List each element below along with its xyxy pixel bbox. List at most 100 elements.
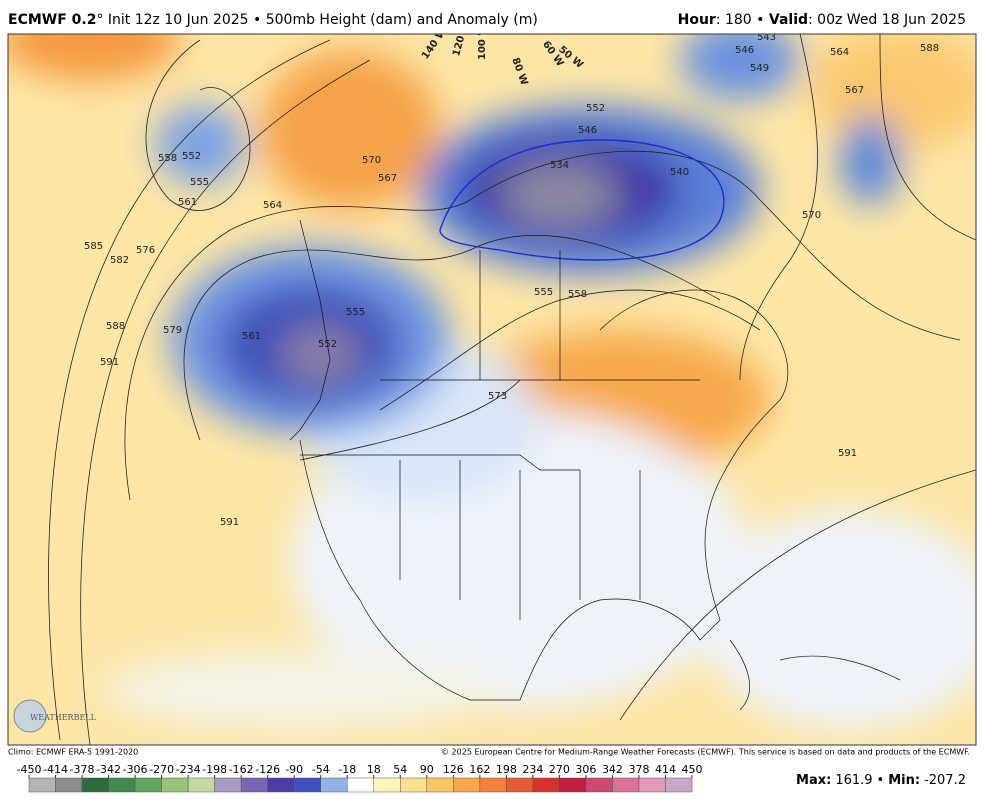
contour-label: 555 — [190, 177, 209, 188]
colorbar-swatch — [81, 777, 109, 793]
colorbar-swatch — [161, 777, 189, 793]
map-border — [7, 33, 977, 746]
colorbar-label: 270 — [549, 763, 570, 776]
colorbar-label: 18 — [367, 763, 381, 776]
colorbar-swatch — [373, 777, 401, 793]
contour-label: 561 — [242, 331, 261, 342]
copyright: © 2025 European Centre for Medium-Range … — [441, 748, 970, 757]
colorbar-label: -450 — [17, 763, 42, 776]
hour-value: : 180 • — [716, 12, 769, 28]
contour-label: 588 — [106, 321, 125, 332]
colorbar-swatch — [453, 777, 481, 793]
valid-label: Valid — [769, 12, 808, 28]
max-min: Max: 161.9 • Min: -207.2 — [796, 773, 966, 788]
colorbar-swatch — [559, 777, 587, 793]
colorbar-swatch — [400, 777, 428, 793]
contour-label: 588 — [920, 43, 939, 54]
colorbar-label: -414 — [43, 763, 68, 776]
colorbar-label: -378 — [70, 763, 95, 776]
colorbar-label: 378 — [628, 763, 649, 776]
min-label: Min: — [888, 773, 920, 788]
colorbar-label: -234 — [176, 763, 201, 776]
contour-label: 570 — [802, 210, 821, 221]
colorbar-swatch — [267, 777, 295, 793]
model: ECMWF 0.2 — [8, 12, 96, 28]
colorbar-swatch — [187, 777, 215, 793]
colorbar-swatch — [293, 777, 321, 793]
colorbar-swatch — [479, 777, 507, 793]
header-left: ECMWF 0.2° Init 12z 10 Jun 2025 • 500mb … — [8, 12, 538, 28]
contour-label: 552 — [182, 151, 201, 162]
valid-value: : 00z Wed 18 Jun 2025 — [808, 12, 966, 28]
contour-label: 534 — [550, 160, 569, 171]
contour-label: 567 — [378, 173, 397, 184]
colorbar-label: -270 — [149, 763, 174, 776]
logo: WEATHERBELL — [30, 713, 97, 722]
colorbar-swatch — [665, 777, 693, 793]
min-value: -207.2 — [924, 773, 966, 788]
colorbar-label: 126 — [443, 763, 464, 776]
colorbar-label: -18 — [338, 763, 356, 776]
colorbar-label: -342 — [96, 763, 121, 776]
contour-label: 564 — [830, 47, 849, 58]
colorbar-swatch — [346, 777, 375, 793]
contour-label: 591 — [838, 448, 857, 459]
colorbar-label: 306 — [575, 763, 596, 776]
coastlines — [289, 219, 901, 711]
contour-label: 546 — [735, 45, 754, 56]
colorbar-swatch — [240, 777, 268, 793]
separator: • — [877, 773, 885, 788]
climo: Climo: ECMWF ERA-5 1991-2020 — [8, 748, 138, 757]
colorbar-label: 54 — [393, 763, 407, 776]
contour-label: 570 — [362, 155, 381, 166]
contour-label: 555 — [534, 287, 553, 298]
contour-label: 552 — [318, 339, 337, 350]
contour-label: 558 — [568, 289, 587, 300]
colorbar-swatch — [585, 777, 613, 793]
colorbar-label: 198 — [496, 763, 517, 776]
hour-label: Hour — [678, 12, 716, 28]
contour-label: 555 — [346, 307, 365, 318]
colorbar-swatch — [426, 777, 454, 793]
contour-label: 540 — [670, 167, 689, 178]
colorbar-swatch — [28, 777, 56, 793]
colorbar-label: -126 — [255, 763, 280, 776]
colorbar-label: 162 — [469, 763, 490, 776]
contour-label: 591 — [220, 517, 239, 528]
colorbar-label: 342 — [602, 763, 623, 776]
colorbar-swatch — [612, 777, 640, 793]
description: ° Init 12z 10 Jun 2025 • 500mb Height (d… — [96, 12, 537, 28]
colorbar-swatch — [506, 777, 534, 793]
contour-label: 549 — [750, 63, 769, 74]
colorbar-label: 450 — [682, 763, 703, 776]
colorbar-swatch — [108, 777, 136, 793]
colorbar-label: -54 — [312, 763, 330, 776]
colorbar-swatch — [55, 777, 83, 793]
map: 591 588 585 582 579 576 561 558 552 555 … — [8, 34, 976, 745]
max-label: Max: — [796, 773, 831, 788]
contour-label: 561 — [178, 197, 197, 208]
contour-labels: 591 588 585 582 579 576 561 558 552 555 … — [84, 34, 939, 528]
contour-label: 546 — [578, 125, 597, 136]
colorbar-label: -90 — [285, 763, 303, 776]
colorbar-label: -162 — [229, 763, 254, 776]
contour-label: 591 — [100, 357, 119, 368]
height-contours — [48, 34, 976, 745]
colorbar-swatch — [532, 777, 560, 793]
colorbar: -450 -414 -378 -342 -306 -270 -234 -198 -162 -126… — [17, 763, 703, 793]
colorbar-swatch — [638, 777, 666, 793]
colorbar-label: 414 — [655, 763, 676, 776]
colorbar-label: -198 — [202, 763, 227, 776]
max-value: 161.9 — [835, 773, 872, 788]
contour-label: 579 — [163, 325, 182, 336]
contour-label: 552 — [586, 103, 605, 114]
contour-label: 576 — [136, 245, 155, 256]
colorbar-label: 234 — [522, 763, 543, 776]
contour-label: 567 — [845, 85, 864, 96]
colorbar-label: 90 — [420, 763, 434, 776]
contour-label: 558 — [158, 153, 177, 164]
colorbar-label: -306 — [123, 763, 148, 776]
colorbar-swatch — [134, 777, 162, 793]
colorbar-swatch — [214, 777, 242, 793]
